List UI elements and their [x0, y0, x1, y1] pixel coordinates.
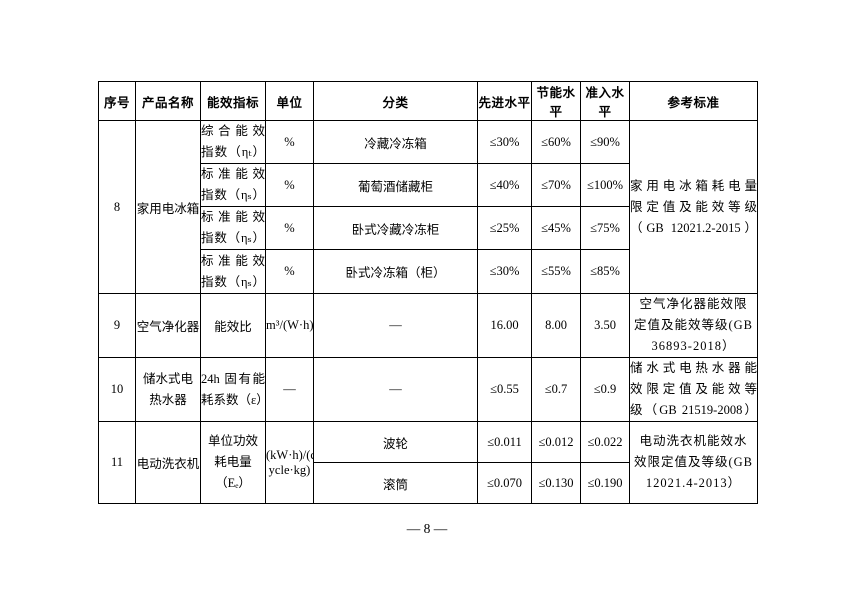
unit-cell: %	[265, 206, 314, 250]
product-name: 储水式电 热水器	[135, 357, 201, 422]
saving-value: ≤0.012	[531, 421, 581, 463]
entry-value: ≤90%	[580, 120, 630, 164]
unit-cell: %	[265, 120, 314, 164]
category-cell: 滚筒	[313, 462, 478, 504]
category-cell: 卧式冷藏冷冻柜	[313, 206, 478, 250]
saving-value: ≤55%	[531, 249, 581, 294]
entry-value: ≤100%	[580, 163, 630, 207]
table-row: 标准能效 指数（ηₛ） % 葡萄酒储藏柜 ≤40% ≤70% ≤100%	[99, 163, 758, 207]
indicator-cell: 标准能效 指数（ηₛ）	[200, 163, 266, 207]
entry-value: ≤0.190	[580, 462, 630, 504]
table-row: 11 电动洗衣机 单位功效 耗电量 （Eₑ） (kW·h)/(c ycle·kg…	[98, 421, 758, 504]
reference-cell: 储水式电热水器能 效限定值及能效等 级（GB 21519-2008）	[629, 357, 758, 422]
header-product-name: 产品名称	[135, 81, 201, 121]
table-row: 8 家用电冰箱 综合能效 指数（ηₜ） % 冷藏冷冻箱 ≤30% ≤60% ≤9…	[98, 120, 758, 294]
product-name: 电动洗衣机	[135, 421, 201, 504]
category-cell: 卧式冷冻箱（柜）	[313, 249, 478, 294]
advanced-value: ≤0.55	[477, 357, 532, 422]
advanced-value: ≤25%	[477, 206, 532, 250]
saving-value: 8.00	[531, 293, 581, 358]
table-row: 滚筒 ≤0.070 ≤0.130 ≤0.190	[99, 462, 758, 504]
unit-cell: (kW·h)/(c ycle·kg)	[265, 421, 314, 504]
header-unit: 单位	[265, 81, 314, 121]
advanced-value: ≤40%	[477, 163, 532, 207]
category-cell: 冷藏冷冻箱	[313, 120, 478, 164]
product-id: 8	[98, 120, 136, 294]
saving-value: ≤60%	[531, 120, 581, 164]
header-indicator: 能效指标	[200, 81, 266, 121]
unit-cell: %	[265, 249, 314, 294]
entry-value: 3.50	[580, 293, 630, 358]
header-reference-standard: 参考标准	[629, 81, 758, 121]
unit-cell: m³/(W·h)	[265, 293, 314, 358]
table-header-row: 序号 产品名称 能效指标 单位 分类 先进水平 节能水平 准入水平 参考标准	[98, 81, 758, 121]
table-row: 9 空气净化器 能效比 m³/(W·h) — 16.00 8.00 3.50 空…	[98, 293, 758, 358]
table-row: 10 储水式电 热水器 24h 固有能 耗系数（ε） — — ≤0.55 ≤0.…	[98, 357, 758, 422]
product-id: 10	[98, 357, 136, 422]
advanced-value: ≤30%	[477, 120, 532, 164]
table-row: 标准能效 指数（ηₛ） % 卧式冷冻箱（柜） ≤30% ≤55% ≤85%	[99, 249, 758, 294]
indicator-cell: 单位功效 耗电量 （Eₑ）	[200, 421, 266, 504]
reference-cell: 电动洗衣机能效水 效限定值及等级(GB 12021.4-2013）	[629, 421, 758, 504]
header-serial: 序号	[98, 81, 136, 121]
product-id: 11	[98, 421, 136, 504]
product-id: 9	[98, 293, 136, 358]
indicator-cell: 标准能效 指数（ηₛ）	[200, 249, 266, 294]
indicator-cell: 综合能效 指数（ηₜ）	[200, 120, 266, 164]
advanced-value: 16.00	[477, 293, 532, 358]
reference-cell: 家用电冰箱耗电量 限定值及能效等级 （GB 12021.2-2015）	[629, 120, 758, 294]
saving-value: ≤0.130	[531, 462, 581, 504]
unit-cell: %	[265, 163, 314, 207]
advanced-value: ≤0.070	[477, 462, 532, 504]
entry-value: ≤75%	[580, 206, 630, 250]
header-category: 分类	[313, 81, 478, 121]
indicator-cell: 24h 固有能 耗系数（ε）	[200, 357, 266, 422]
category-cell: 葡萄酒储藏柜	[313, 163, 478, 207]
product-name: 空气净化器	[135, 293, 201, 358]
category-cell: 波轮	[313, 421, 478, 463]
energy-efficiency-table: 序号 产品名称 能效指标 单位 分类 先进水平 节能水平 准入水平 参考标准 8…	[98, 81, 758, 504]
category-cell: —	[313, 357, 478, 422]
category-cell: —	[313, 293, 478, 358]
unit-cell: —	[265, 357, 314, 422]
reference-cell: 空气净化器能效限 定值及能效等级(GB 36893-2018）	[629, 293, 758, 358]
product-name: 家用电冰箱	[135, 120, 201, 294]
advanced-value: ≤30%	[477, 249, 532, 294]
entry-value: ≤0.9	[580, 357, 630, 422]
page-number: — 8 —	[406, 521, 448, 536]
saving-value: ≤70%	[531, 163, 581, 207]
header-advanced-level: 先进水平	[477, 81, 532, 121]
saving-value: ≤45%	[531, 206, 581, 250]
header-entry-level: 准入水平	[580, 81, 630, 121]
table-row: 标准能效 指数（ηₛ） % 卧式冷藏冷冻柜 ≤25% ≤45% ≤75%	[99, 206, 758, 250]
entry-value: ≤85%	[580, 249, 630, 294]
indicator-cell: 标准能效 指数（ηₛ）	[200, 206, 266, 250]
indicator-cell: 能效比	[200, 293, 266, 358]
advanced-value: ≤0.011	[477, 421, 532, 463]
entry-value: ≤0.022	[580, 421, 630, 463]
header-saving-level: 节能水平	[531, 81, 581, 121]
saving-value: ≤0.7	[531, 357, 581, 422]
